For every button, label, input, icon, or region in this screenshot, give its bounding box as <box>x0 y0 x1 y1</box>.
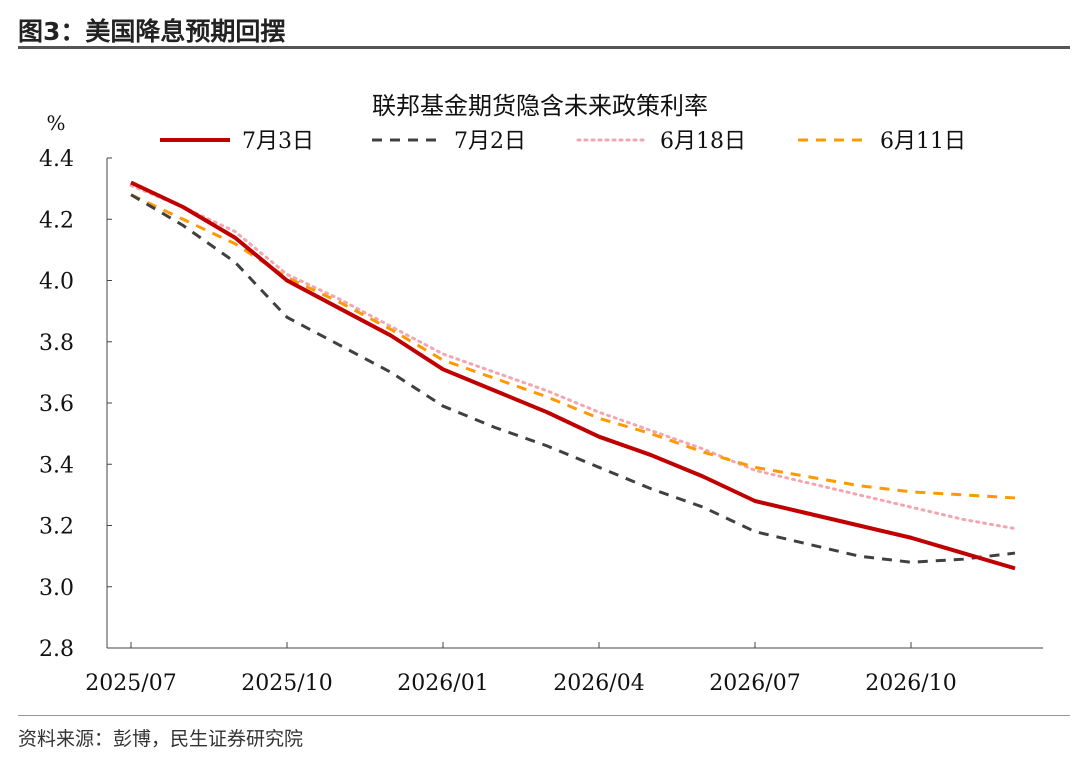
series-line <box>130 193 1016 564</box>
x-tick-label: 2025/10 <box>241 671 332 696</box>
footer-divider <box>18 715 1070 716</box>
axes: % <box>46 111 1043 649</box>
legend: 7月3日 7月2日 6月18日 6月11日 <box>160 129 966 154</box>
legend-label: 7月3日 <box>242 129 314 154</box>
legend-label: 6月11日 <box>880 129 966 154</box>
x-tick-label: 2026/07 <box>709 671 800 696</box>
y-tick-label: 3.8 <box>39 331 74 356</box>
y-tick-label: 4.4 <box>39 147 74 172</box>
legend-label: 6月18日 <box>660 129 746 154</box>
source-note: 资料来源：彭博，民生证券研究院 <box>18 728 304 750</box>
y-tick-label: 3.6 <box>39 392 74 417</box>
x-tick-label: 2025/07 <box>85 671 176 696</box>
y-tick-label: 3.2 <box>39 515 74 540</box>
y-tick-label: 2.8 <box>39 637 74 662</box>
legend-label: 7月2日 <box>454 129 526 154</box>
ticks: 2.8 3.0 3.2 3.4 3.6 3.8 4.0 4.2 4.4 2025/07 2025/1… <box>39 147 957 696</box>
y-tick-label: 3.0 <box>39 576 74 601</box>
series-layer <box>129 180 1017 571</box>
x-tick-label: 2026/01 <box>397 671 488 696</box>
y-tick-label: 4.2 <box>39 208 74 233</box>
x-tick-label: 2026/10 <box>865 671 956 696</box>
y-tick-label: 4.0 <box>39 270 74 295</box>
series-line <box>130 193 1016 500</box>
y-tick-label: 3.4 <box>39 453 74 478</box>
series-line <box>130 180 1016 571</box>
header-divider <box>18 46 1070 49</box>
x-tick-label: 2026/04 <box>553 671 644 696</box>
series-line <box>129 184 1017 531</box>
chart-title: 联邦基金期货隐含未来政策利率 <box>372 92 708 120</box>
y-axis-unit-label: % <box>46 111 65 135</box>
figure-header: 图3：美国降息预期回摆 <box>18 17 286 46</box>
